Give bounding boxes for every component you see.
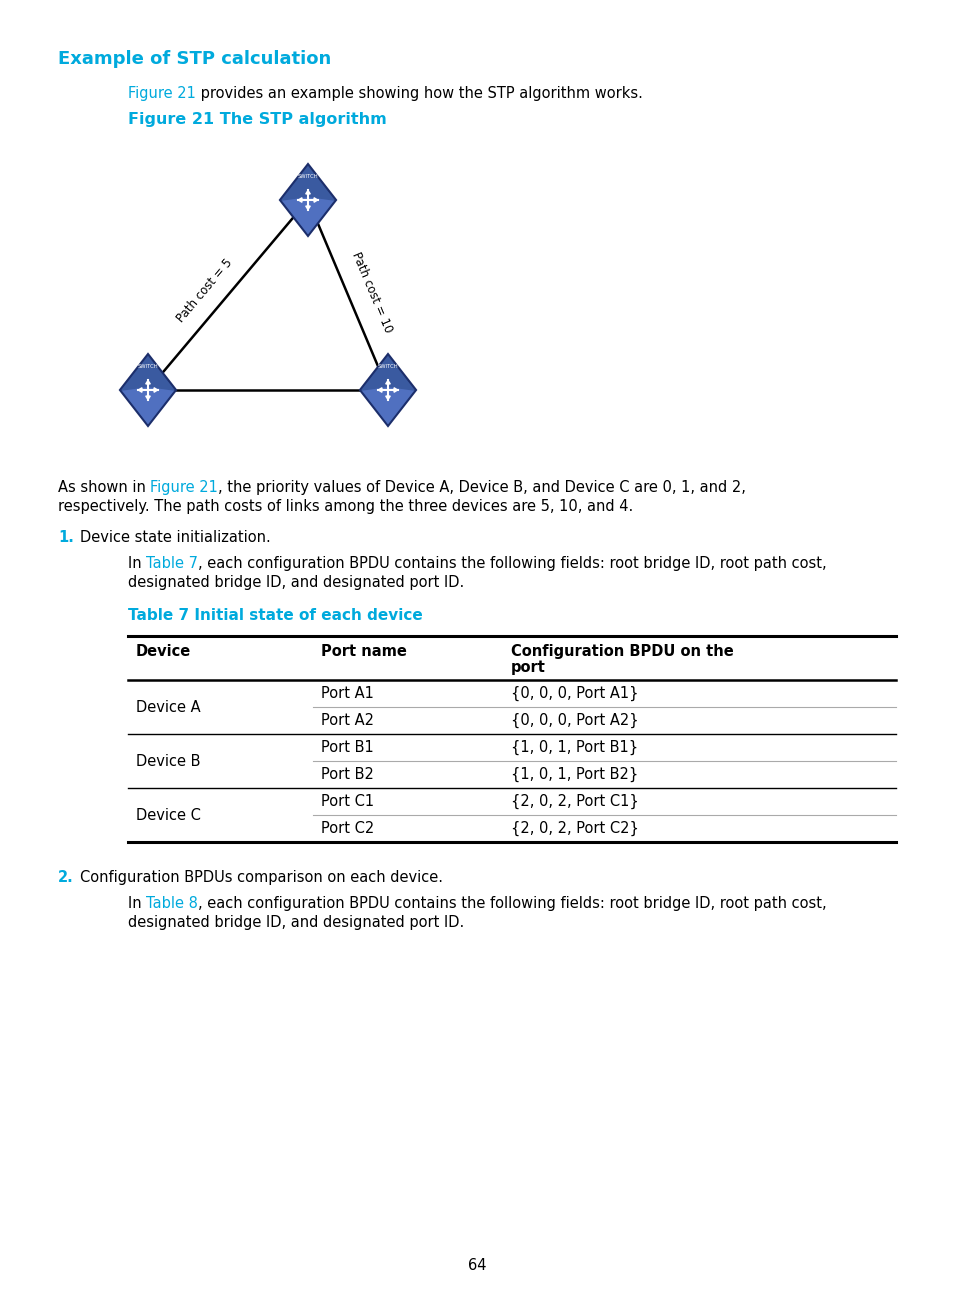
Text: Table 8: Table 8 <box>146 896 198 911</box>
Text: provides an example showing how the STP algorithm works.: provides an example showing how the STP … <box>195 86 642 101</box>
FancyArrow shape <box>146 390 151 399</box>
Text: Device: Device <box>136 644 191 658</box>
FancyArrow shape <box>305 191 310 200</box>
Polygon shape <box>282 197 334 235</box>
Text: Path cost = 5: Path cost = 5 <box>174 257 235 325</box>
FancyArrow shape <box>148 388 157 393</box>
Text: , each configuration BPDU contains the following fields: root bridge ID, root pa: , each configuration BPDU contains the f… <box>198 896 826 911</box>
Text: Port A1: Port A1 <box>320 686 374 701</box>
Text: SWITCH: SWITCH <box>297 174 318 179</box>
Text: Port C2: Port C2 <box>320 820 374 836</box>
Polygon shape <box>122 388 173 424</box>
Text: Figure 21: Figure 21 <box>128 86 195 101</box>
Text: Example of STP calculation: Example of STP calculation <box>58 51 331 67</box>
FancyArrow shape <box>146 381 151 390</box>
Text: Port name: Port name <box>320 644 406 658</box>
FancyArrow shape <box>388 388 397 393</box>
Text: Configuration BPDUs comparison on each device.: Configuration BPDUs comparison on each d… <box>80 870 442 885</box>
Text: In: In <box>128 896 146 911</box>
FancyArrow shape <box>298 198 308 202</box>
FancyArrow shape <box>138 388 148 393</box>
Text: Path cost = 10: Path cost = 10 <box>349 250 395 334</box>
FancyArrow shape <box>305 200 310 210</box>
Text: {2, 0, 2, Port C1}: {2, 0, 2, Port C1} <box>511 794 639 809</box>
Text: In: In <box>128 556 146 572</box>
Text: , the priority values of Device A, Device B, and Device C are 0, 1, and 2,: , the priority values of Device A, Devic… <box>218 480 745 495</box>
Text: {2, 0, 2, Port C2}: {2, 0, 2, Port C2} <box>511 820 639 836</box>
Text: {0, 0, 0, Port A1}: {0, 0, 0, Port A1} <box>511 686 638 701</box>
Polygon shape <box>120 354 176 426</box>
FancyArrow shape <box>378 388 388 393</box>
Text: Device state initialization.: Device state initialization. <box>80 530 271 546</box>
Text: Device B: Device B <box>136 753 200 769</box>
Text: Device A: Device A <box>136 700 200 714</box>
Text: designated bridge ID, and designated port ID.: designated bridge ID, and designated por… <box>128 915 464 931</box>
Polygon shape <box>279 165 335 236</box>
Text: {0, 0, 0, Port A2}: {0, 0, 0, Port A2} <box>511 713 638 728</box>
Text: Device C: Device C <box>136 807 201 823</box>
Text: , each configuration BPDU contains the following fields: root bridge ID, root pa: , each configuration BPDU contains the f… <box>198 556 826 572</box>
Polygon shape <box>359 354 416 426</box>
Text: 2.: 2. <box>58 870 73 885</box>
Text: {1, 0, 1, Port B1}: {1, 0, 1, Port B1} <box>511 740 638 756</box>
Text: 1.: 1. <box>58 530 73 546</box>
Text: Table 7 Initial state of each device: Table 7 Initial state of each device <box>128 608 422 623</box>
Text: 64: 64 <box>467 1258 486 1273</box>
Text: SWITCH: SWITCH <box>377 364 398 369</box>
Text: Configuration BPDU on the: Configuration BPDU on the <box>511 644 733 658</box>
FancyArrow shape <box>385 381 390 390</box>
Text: respectively. The path costs of links among the three devices are 5, 10, and 4.: respectively. The path costs of links am… <box>58 499 633 515</box>
Text: Port B1: Port B1 <box>320 740 374 756</box>
Text: Port B2: Port B2 <box>320 767 374 781</box>
FancyArrow shape <box>308 198 317 202</box>
Text: Port A2: Port A2 <box>320 713 374 728</box>
FancyArrow shape <box>385 390 390 399</box>
Text: Table 7: Table 7 <box>146 556 198 572</box>
Text: SWITCH: SWITCH <box>137 364 158 369</box>
Text: {1, 0, 1, Port B2}: {1, 0, 1, Port B2} <box>511 767 638 781</box>
Text: Port C1: Port C1 <box>320 794 374 809</box>
Text: Figure 21 The STP algorithm: Figure 21 The STP algorithm <box>128 111 386 127</box>
Text: As shown in: As shown in <box>58 480 151 495</box>
Text: port: port <box>511 660 545 675</box>
Polygon shape <box>362 388 414 424</box>
Text: designated bridge ID, and designated port ID.: designated bridge ID, and designated por… <box>128 575 464 590</box>
Text: Figure 21: Figure 21 <box>151 480 218 495</box>
